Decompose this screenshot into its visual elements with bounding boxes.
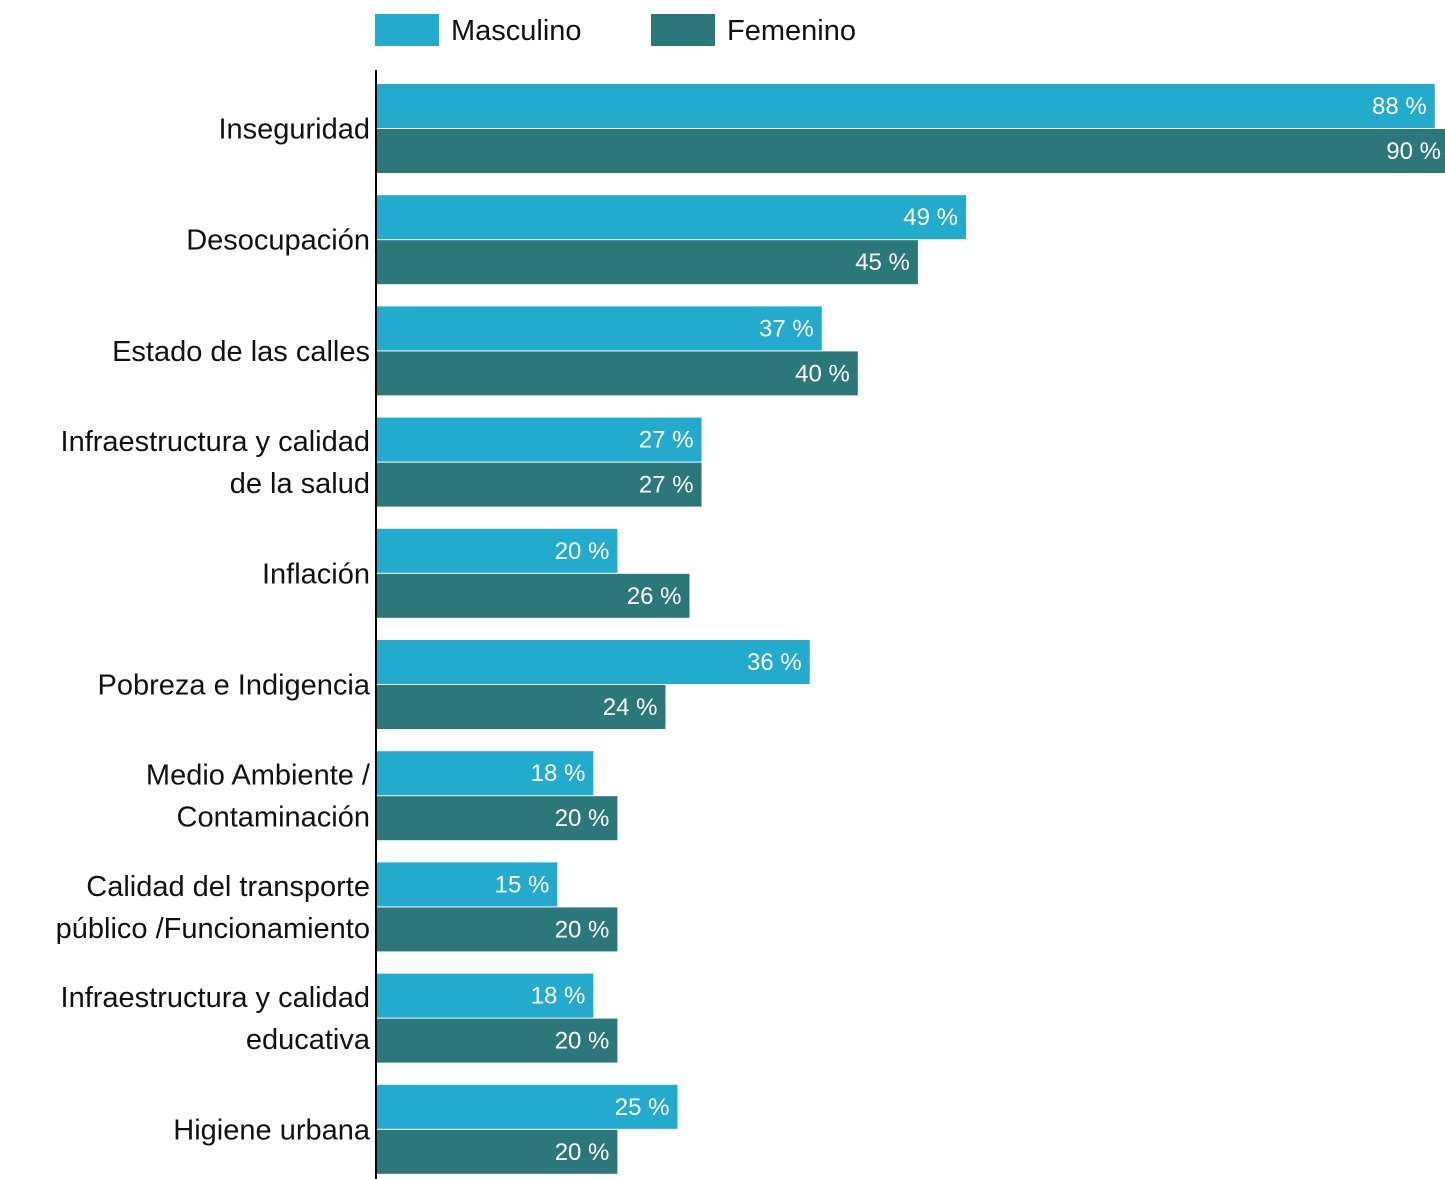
category-label: Infraestructura y calidad de la salud [61, 426, 370, 500]
value-label-femenino: 20 % [555, 1139, 610, 1166]
value-label-masculino: 88 % [1372, 93, 1427, 120]
bar-group-infraestructura-y-calidad-educativa: Infraestructura y calidad educativa 18 % 20… [61, 973, 618, 1063]
category-label-line: Desocupación [186, 225, 370, 257]
bar-masculino [377, 84, 1435, 128]
value-label-masculino: 15 % [495, 871, 550, 898]
category-label: Desocupación [186, 225, 370, 257]
value-label-masculino: 25 % [615, 1094, 670, 1121]
value-label-masculino: 37 % [759, 315, 814, 342]
category-label-line: Inflación [262, 558, 370, 590]
category-label-line: público /Funcionamiento [56, 913, 370, 945]
category-label-line: de la salud [230, 468, 370, 500]
value-label-masculino: 49 % [903, 204, 958, 231]
category-label-line: Calidad del transporte [86, 871, 370, 903]
value-label-femenino: 20 % [555, 1028, 610, 1055]
value-label-femenino: 45 % [855, 249, 910, 276]
category-label: Calidad del transporte público /Funcionam… [56, 871, 370, 945]
value-label-femenino: 26 % [627, 583, 682, 610]
category-label-line: Contaminación [177, 802, 370, 834]
bar-femenino [377, 240, 918, 285]
bar-group-calidad-del-transporte-publico-funcionamiento: Calidad del transporte público /Funcionam… [56, 862, 618, 952]
bar-femenino [377, 685, 666, 729]
bar-masculino [377, 195, 966, 240]
value-label-femenino: 27 % [639, 472, 694, 499]
plot-area: Inseguridad 88 % 90 % Desocupación 49 % 45 % E… [56, 84, 1445, 1174]
bar-femenino [377, 1018, 618, 1063]
category-label: Inflación [262, 558, 370, 590]
category-label: Infraestructura y calidad educativa [61, 982, 371, 1056]
bar-group-estado-de-las-calles: Estado de las calles 37 % 40 % [112, 306, 858, 396]
value-label-masculino: 18 % [531, 760, 586, 787]
value-label-masculino: 18 % [531, 983, 586, 1010]
category-label: Medio Ambiente / Contaminación [146, 760, 371, 834]
value-label-femenino: 20 % [555, 805, 610, 832]
category-label-line: Infraestructura y calidad [61, 982, 370, 1014]
bar-masculino [377, 973, 594, 1018]
legend: Masculino Femenino [375, 14, 856, 47]
value-label-masculino: 27 % [639, 427, 694, 454]
bar-masculino [377, 306, 822, 351]
category-label-line: Estado de las calles [112, 336, 370, 368]
category-label: Pobreza e Indigencia [98, 670, 371, 702]
category-label-line: Medio Ambiente / [146, 760, 371, 792]
bar-masculino [377, 1084, 678, 1129]
bar-femenino [377, 1129, 618, 1174]
category-label: Estado de las calles [112, 336, 370, 368]
bar-masculino [377, 862, 558, 907]
bar-masculino [377, 640, 810, 684]
bar-femenino [377, 907, 618, 952]
value-label-femenino: 90 % [1386, 138, 1441, 165]
category-label: Higiene urbana [173, 1114, 371, 1146]
bar-group-inflacion: Inflación 20 % 26 % [262, 528, 690, 618]
value-label-masculino: 20 % [555, 538, 610, 565]
legend-label-masculino: Masculino [451, 15, 582, 47]
value-label-femenino: 40 % [795, 360, 850, 387]
bar-group-medio-ambiente-contaminacion: Medio Ambiente / Contaminación 18 % 20 % [146, 751, 618, 841]
bar-femenino [377, 129, 1445, 173]
bar-masculino [377, 528, 618, 573]
value-label-femenino: 20 % [555, 916, 610, 943]
legend-swatch-masculino [375, 14, 439, 46]
bar-group-pobreza-e-indigencia: Pobreza e Indigencia 36 % 24 % [98, 640, 810, 729]
category-label-line: Inseguridad [218, 114, 370, 146]
bar-masculino [377, 751, 594, 796]
category-label-line: Infraestructura y calidad [61, 426, 370, 458]
bar-group-higiene-urbana: Higiene urbana 25 %20 % [173, 1084, 678, 1174]
bar-femenino [377, 351, 858, 396]
category-label-line: Higiene urbana [173, 1114, 371, 1146]
value-label-masculino: 36 % [747, 649, 802, 676]
category-label-line: Pobreza e Indigencia [98, 670, 371, 702]
bar-femenino [377, 573, 690, 618]
category-label: Inseguridad [218, 114, 370, 146]
bar-femenino [377, 462, 702, 507]
bar-femenino [377, 796, 618, 841]
category-label-line: educativa [246, 1024, 371, 1056]
bar-masculino [377, 417, 702, 462]
legend-swatch-femenino [651, 14, 715, 46]
legend-label-femenino: Femenino [727, 15, 856, 47]
value-label-femenino: 24 % [603, 694, 658, 721]
bar-group-infraestructura-y-calidad-de-la-salud: Infraestructura y calidad de la salud 27 %… [61, 417, 702, 507]
bar-group-desocupacion: Desocupación 49 % 45 % [186, 195, 966, 285]
bar-group-inseguridad: Inseguridad 88 % 90 % [218, 84, 1445, 173]
